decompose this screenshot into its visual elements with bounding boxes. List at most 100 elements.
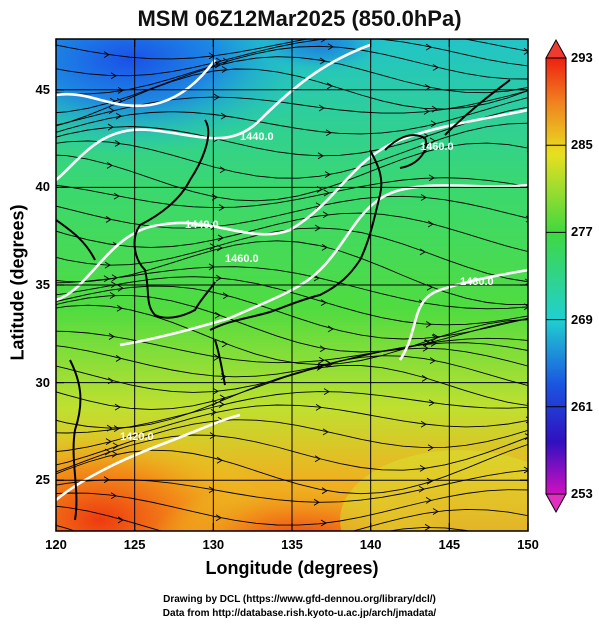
- streamline-arrow: [104, 261, 111, 269]
- streamline-arrow: [319, 57, 326, 65]
- streamline: [56, 294, 528, 353]
- streamline: [56, 489, 528, 526]
- x-tick-label: 135: [281, 537, 303, 552]
- streamline-arrow: [537, 82, 542, 88]
- streamline: [56, 177, 528, 209]
- streamline-arrow: [428, 174, 435, 182]
- streamline-arrow: [208, 486, 215, 494]
- streamline-arrow: [314, 455, 321, 463]
- streamline-arrow: [209, 432, 216, 439]
- streamline-arrow: [313, 274, 320, 282]
- streamline-arrow: [431, 334, 438, 342]
- streamline-arrow: [427, 444, 434, 452]
- x-tick-label: 130: [202, 537, 225, 552]
- streamline: [56, 505, 528, 531]
- contour-label: 1460.0: [420, 141, 454, 153]
- contour-label: 1460.0: [225, 253, 259, 265]
- streamline-arrow: [420, 194, 427, 201]
- streamline: [56, 195, 528, 229]
- streamline: [56, 330, 528, 364]
- streamline: [56, 285, 528, 340]
- streamline-arrow: [219, 166, 226, 174]
- streamline-arrow: [530, 314, 535, 320]
- streamline-arrow: [117, 284, 124, 292]
- streamline-arrow: [523, 303, 528, 311]
- streamline-arrow: [324, 171, 331, 178]
- streamline-arrow: [103, 275, 110, 283]
- streamline-arrow: [524, 278, 528, 286]
- streamline-arrow: [103, 51, 110, 59]
- streamline: [56, 266, 528, 310]
- colorbar-tick-label: 261: [571, 398, 593, 414]
- streamline-arrow: [210, 408, 217, 416]
- streamline-arrow: [423, 339, 430, 347]
- streamline-arrow: [221, 66, 228, 73]
- streamline-arrow: [535, 121, 540, 127]
- colorbar: [545, 38, 567, 514]
- streamline-arrow: [111, 450, 118, 458]
- streamline-arrow: [219, 394, 226, 402]
- streamline-arrow: [537, 317, 542, 323]
- streamline-arrow: [107, 123, 114, 131]
- streamline-arrow: [320, 544, 325, 550]
- streamline-arrow: [113, 425, 120, 433]
- lat-lon-grid: [56, 39, 528, 531]
- streamline-arrow: [216, 244, 223, 252]
- streamline-arrow: [115, 112, 122, 120]
- streamline-arrow: [430, 339, 437, 347]
- x-axis-label: Longitude (degrees): [205, 558, 379, 578]
- streamline-arrow: [538, 75, 543, 81]
- y-tick-label: 30: [35, 374, 50, 390]
- streamline: [56, 419, 528, 466]
- geopotential-contours: [56, 43, 528, 501]
- streamline-arrow: [429, 357, 436, 364]
- streamline-arrow: [529, 86, 534, 92]
- streamline-arrow: [319, 345, 326, 353]
- streamline-arrow: [419, 30, 424, 36]
- streamline-arrow: [321, 243, 328, 251]
- colorbar-max-arrow: [545, 38, 567, 59]
- credit-drawing: Drawing by DCL (https://www.gfd-dennou.o…: [163, 594, 436, 605]
- streamline-arrow: [538, 516, 543, 522]
- streamline-arrow: [105, 438, 112, 445]
- x-tick-label: 140: [359, 537, 382, 552]
- streamline-arrow: [532, 439, 537, 445]
- streamline-arrow: [425, 43, 432, 51]
- streamline-arrow: [320, 519, 327, 527]
- streamline-arrow: [533, 251, 538, 257]
- streamline-arrow: [114, 140, 121, 147]
- x-tick-label: 125: [123, 537, 146, 552]
- streamline-arrow: [214, 311, 221, 319]
- y-tick-marks: [56, 89, 528, 481]
- streamline: [56, 304, 528, 366]
- streamline-arrow: [432, 508, 439, 515]
- colorbar-tick-label: 277: [571, 224, 593, 240]
- streamline-arrow: [536, 91, 541, 97]
- x-tick-label: 145: [438, 537, 461, 552]
- streamline-arrow: [419, 464, 426, 472]
- streamline: [56, 443, 528, 495]
- streamline: [56, 122, 528, 179]
- x-tick-marks: [55, 39, 529, 531]
- streamline-arrow: [523, 48, 528, 55]
- streamline-arrow: [218, 401, 225, 408]
- streamline-arrow: [531, 312, 536, 318]
- y-tick-label: 40: [35, 179, 50, 195]
- streamline-arrow: [530, 83, 535, 89]
- streamline-arrow: [531, 64, 536, 70]
- streamline-arrow: [323, 388, 330, 395]
- streamline-arrow: [431, 105, 438, 113]
- streamline-arrow: [419, 248, 426, 256]
- streamline: [56, 365, 528, 429]
- y-tick-label: 35: [35, 277, 50, 292]
- streamline: [56, 68, 528, 127]
- streamline-arrow: [108, 107, 115, 114]
- streamline-arrow: [428, 399, 435, 407]
- colorbar-tick-label: 269: [571, 311, 593, 327]
- streamline-arrow: [212, 387, 219, 395]
- streamline-arrow: [208, 263, 215, 271]
- streamline-arrow: [323, 189, 330, 197]
- streamline: [56, 276, 528, 326]
- streamline-arrow: [532, 301, 537, 307]
